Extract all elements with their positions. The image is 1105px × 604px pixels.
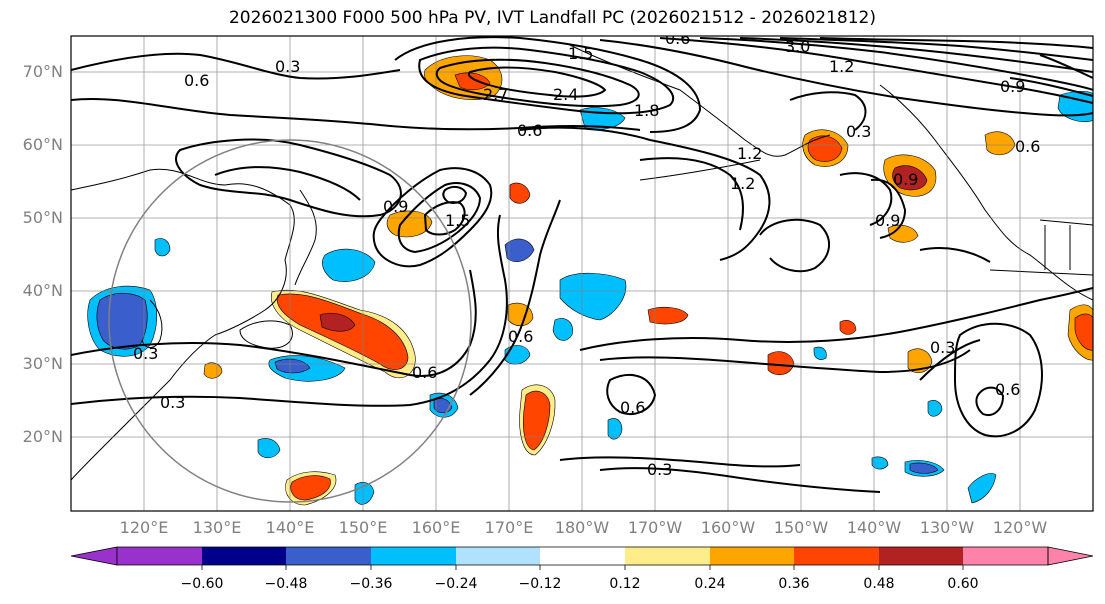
colorbar-tick-label: −0.36 bbox=[349, 576, 393, 592]
lon-label-140e: 140°E bbox=[265, 518, 315, 537]
lon-label-170e: 170°E bbox=[484, 518, 534, 537]
contour-label: 0.6 bbox=[620, 398, 645, 417]
colorbar-tick-label: 0.12 bbox=[609, 576, 641, 592]
colorbar-tick-label: −0.24 bbox=[434, 576, 478, 592]
contour-label: 0.3 bbox=[930, 338, 955, 357]
colorbar-tick-label: 0.36 bbox=[778, 576, 810, 592]
contour-label: 0.6 bbox=[412, 363, 437, 382]
contour-label: 2.4 bbox=[553, 85, 578, 104]
contour-label: 0.3 bbox=[846, 122, 871, 141]
contour-label: 1.2 bbox=[737, 144, 762, 163]
lon-label-160w: 160°W bbox=[700, 518, 756, 537]
contour-label: 0.6 bbox=[665, 29, 690, 48]
contour-labels: 0.6 0.3 1.5 3.0 1.2 2.7 0.9 2.4 1.8 0.6 … bbox=[133, 29, 1040, 479]
contour-label: 1.2 bbox=[730, 174, 755, 193]
lon-label-150w: 150°W bbox=[773, 518, 829, 537]
contour-label: 0.6 bbox=[508, 327, 533, 346]
contour-label: 0.3 bbox=[133, 344, 158, 363]
pv-contours bbox=[71, 36, 1093, 493]
contour-label: 2.7 bbox=[483, 85, 508, 104]
lon-label-120e: 120°E bbox=[119, 518, 169, 537]
coastlines bbox=[71, 44, 1093, 481]
contour-label: 0.6 bbox=[995, 380, 1020, 399]
contour-label: 0.3 bbox=[160, 393, 185, 412]
contour-label: 0.6 bbox=[1015, 137, 1040, 156]
colorbar-tick-label: 0.24 bbox=[694, 576, 726, 592]
map-frame bbox=[70, 35, 1094, 512]
contour-label: 0.3 bbox=[275, 57, 300, 76]
lat-label-50: 50°N bbox=[22, 208, 63, 227]
colorbar-tick-label: −0.48 bbox=[264, 576, 308, 592]
contour-label: 0.3 bbox=[647, 460, 672, 479]
lon-label-180w: 180°W bbox=[554, 518, 610, 537]
lon-label-170w: 170°W bbox=[627, 518, 683, 537]
contour-label: 0.9 bbox=[1000, 77, 1025, 96]
colorbar-tick-label: −0.12 bbox=[518, 576, 562, 592]
colorbar-tick-label: −0.60 bbox=[180, 576, 224, 592]
lat-label-30: 30°N bbox=[22, 354, 63, 373]
lon-label-130e: 130°E bbox=[192, 518, 242, 537]
contour-label: 1.5 bbox=[445, 211, 470, 230]
contour-label: 0.9 bbox=[383, 197, 408, 216]
colorbar-tick-label: 0.60 bbox=[947, 576, 979, 592]
map-title: 2026021300 F000 500 hPa PV, IVT Landfall… bbox=[228, 8, 876, 28]
contour-label: 0.6 bbox=[517, 121, 542, 140]
lat-label-40: 40°N bbox=[22, 281, 63, 300]
contour-label: 0.9 bbox=[875, 211, 900, 230]
lon-label-140w: 140°W bbox=[846, 518, 902, 537]
contour-label: 0.6 bbox=[184, 71, 209, 90]
colorbar-tick-label: 0.48 bbox=[863, 576, 895, 592]
lon-label-120w: 120°W bbox=[992, 518, 1048, 537]
lon-label-150e: 150°E bbox=[338, 518, 388, 537]
contour-label: 0.9 bbox=[893, 170, 918, 189]
reference-circle bbox=[108, 139, 472, 503]
contour-label: 1.2 bbox=[829, 57, 854, 76]
contour-label: 1.8 bbox=[634, 101, 659, 120]
lon-label-130w: 130°W bbox=[919, 518, 975, 537]
lat-label-60: 60°N bbox=[22, 135, 63, 154]
ivt-anomaly-fills bbox=[87, 55, 1093, 506]
lon-label-160e: 160°E bbox=[411, 518, 461, 537]
contour-label: 3.0 bbox=[785, 37, 810, 56]
contour-label: 1.5 bbox=[568, 44, 593, 63]
lat-label-70: 70°N bbox=[22, 62, 63, 81]
lat-label-20: 20°N bbox=[22, 427, 63, 446]
